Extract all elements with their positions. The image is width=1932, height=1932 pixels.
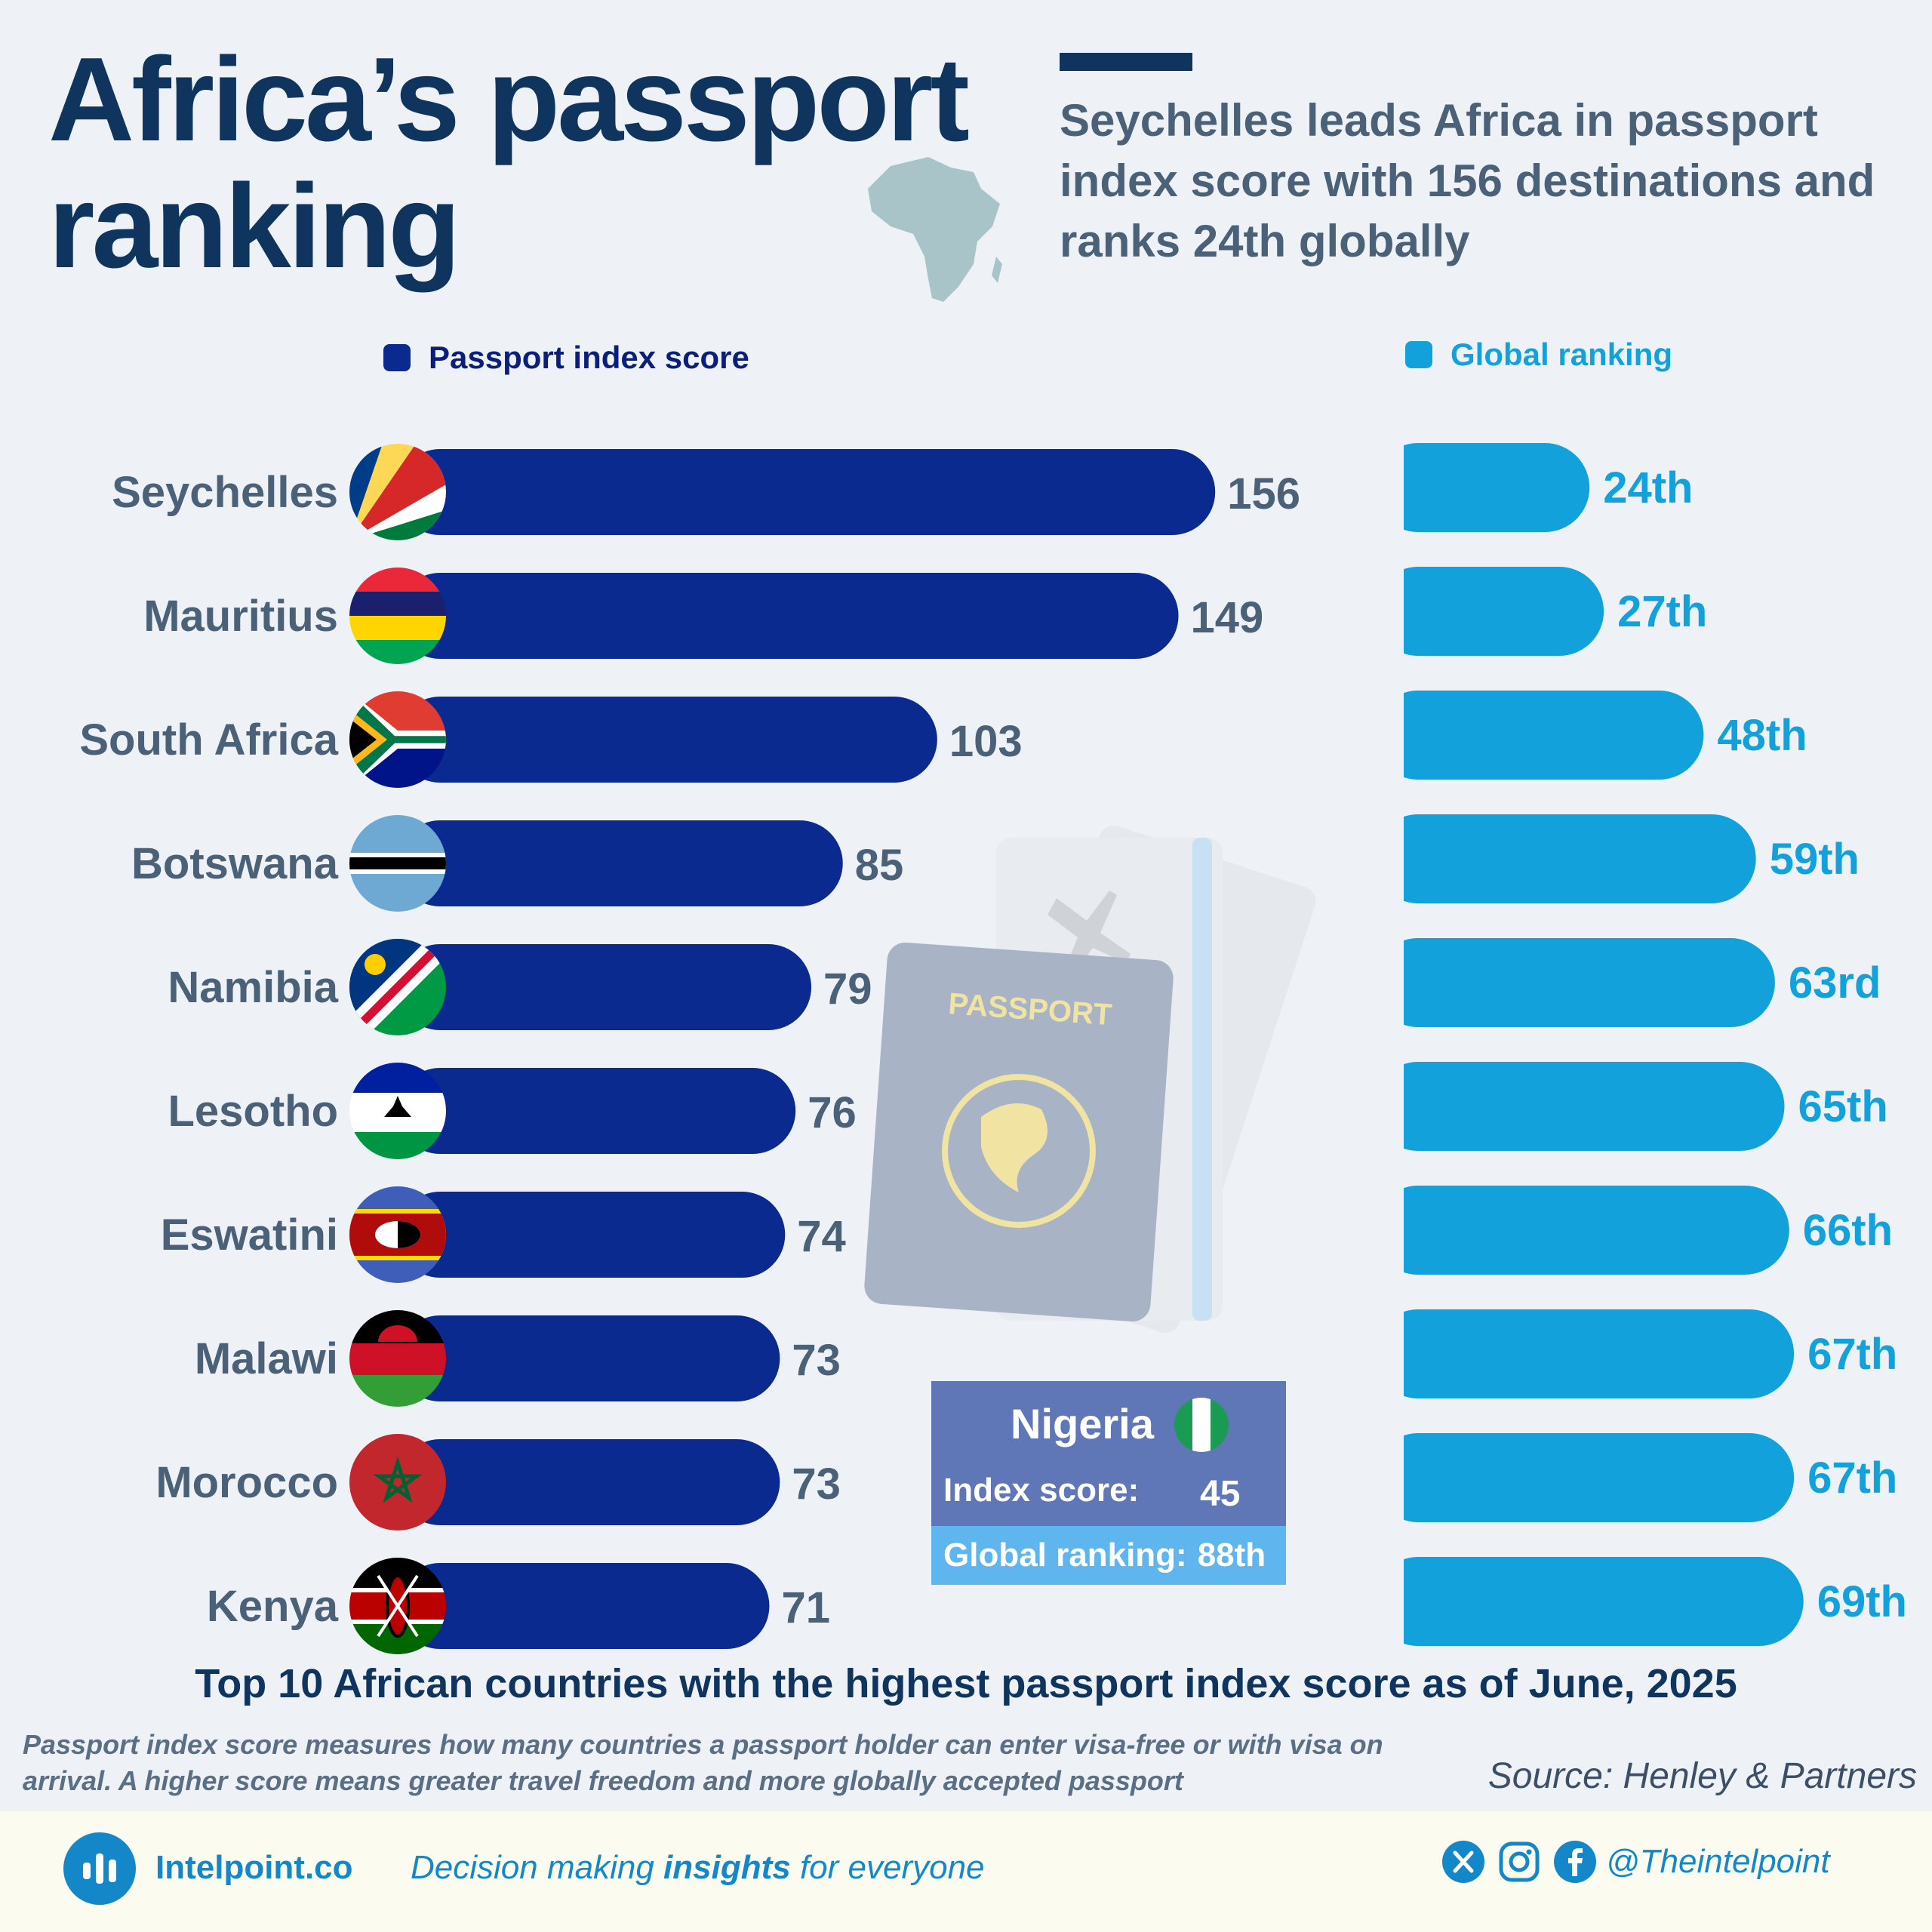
country-label: Mauritius [143,592,338,641]
passport-illustration: PASSPORT [864,826,1316,1333]
score-bar [397,944,812,1030]
tagline-pre: Decision making [411,1849,664,1886]
score-bar [397,697,937,783]
facebook-icon[interactable] [1553,1840,1597,1884]
rank-bar [1374,567,1604,656]
rank-bar [1374,1062,1785,1151]
rank-value-label: 69th [1817,1577,1907,1626]
rank-bar [1374,1557,1804,1646]
country-label: Eswatini [161,1211,338,1260]
legend-passport-score: Passport index score [383,340,749,376]
africa-map-icon [868,157,1002,302]
rank-value-label: 65th [1798,1082,1888,1131]
rank-bar [1374,814,1756,903]
country-label: Lesotho [168,1087,338,1136]
score-bar [397,820,843,906]
score-bar [397,1315,780,1401]
rank-value-label: 27th [1617,587,1707,636]
country-label: Namibia [168,963,338,1012]
score-value-label: 73 [792,1336,841,1385]
legend-swatch-score [383,344,411,371]
country-label: Kenya [207,1582,339,1631]
score-value-label: 71 [781,1583,830,1632]
accent-bar [1060,53,1192,71]
score-value-label: 85 [855,841,904,890]
score-value-label: 73 [792,1460,841,1509]
brand-name[interactable]: Intelpoint.co [155,1849,353,1886]
seychelles-flag-icon [349,444,446,540]
footer-bar [0,1811,1932,1932]
legend-global-ranking: Global ranking [1405,337,1672,373]
rank-bar [1374,443,1590,532]
x-icon[interactable] [1441,1840,1485,1884]
tagline-bold: insights [663,1849,791,1886]
legend-label-score: Passport index score [429,340,749,375]
nigeria-callout: Nigeria Index score: 45 Global ranking: … [931,1381,1286,1585]
eswatini-flag-icon [349,1186,446,1283]
nigeria-flag-icon [1174,1398,1229,1452]
nigeria-rank-value: 88th [1197,1537,1266,1574]
subtitle: Seychelles leads Africa in passport inde… [1060,95,1875,266]
south-africa-flag-icon [349,691,446,788]
score-bar [397,573,1179,659]
score-value-label: 156 [1227,469,1300,518]
rank-value-label: 63rd [1789,958,1881,1008]
score-bar [397,1439,780,1525]
score-bar [397,1068,796,1154]
nigeria-rank-label: Global ranking: [943,1537,1187,1574]
rank-bar [1374,938,1775,1027]
source-credit: Source: Henley & Partners [1487,1756,1917,1796]
nigeria-score-label: Index score: [943,1472,1140,1509]
country-label: Morocco [155,1458,338,1507]
score-bar [397,1192,786,1278]
lesotho-flag-icon [349,1063,446,1159]
score-value-label: 103 [949,717,1023,766]
tagline: Decision making insights for everyone [411,1849,985,1887]
page-title: Africa’s passport ranking [48,33,970,293]
legend-label-rank: Global ranking [1451,337,1673,372]
country-label: Seychelles [112,468,338,517]
score-bar [397,1563,770,1649]
kenya-flag-icon [349,1558,446,1654]
nigeria-callout-top: Nigeria Index score: 45 [931,1381,1286,1526]
methodology-note: Passport index score measures how many c… [23,1729,1383,1796]
rank-value-label: 67th [1807,1454,1897,1503]
rank-value-label: 59th [1770,835,1860,884]
rank-bar [1374,1186,1789,1275]
chart-caption: Top 10 African countries with the highes… [195,1661,1737,1706]
namibia-flag-icon [349,939,446,1035]
rank-bar [1374,691,1704,780]
passport-ranking-chart: Seychelles 156 24th Mauritius 149 27th South A… [79,377,1907,1660]
country-label: Malawi [195,1334,338,1383]
botswana-flag-icon [349,815,446,912]
score-value-label: 79 [823,964,872,1014]
score-value-label: 76 [808,1088,857,1137]
rank-value-label: 66th [1803,1206,1893,1255]
score-value-label: 74 [797,1212,846,1261]
score-bar [397,449,1216,535]
malawi-flag-icon [349,1310,446,1407]
rank-bar-edge-mask [1374,377,1404,1660]
social-handle[interactable]: @Theintelpoint [1606,1843,1830,1880]
morocco-flag-icon [349,1434,446,1531]
intelpoint-logo-icon[interactable] [63,1832,136,1905]
rank-bar [1374,1309,1795,1398]
rank-bar [1374,1433,1795,1522]
country-label: Botswana [131,839,339,888]
legend-swatch-rank [1405,341,1432,368]
rank-value-label: 67th [1807,1330,1897,1379]
rank-value-label: 48th [1717,711,1807,760]
mauritius-flag-icon [349,568,446,664]
instagram-icon[interactable] [1497,1840,1541,1884]
rank-value-label: 24th [1603,463,1693,512]
nigeria-name: Nigeria [1011,1400,1154,1447]
tagline-post: for everyone [790,1849,985,1886]
nigeria-score-value: 45 [1200,1474,1241,1514]
country-label: South Africa [79,715,338,764]
nigeria-callout-bottom: Global ranking: 88th [931,1526,1286,1585]
score-value-label: 149 [1191,593,1264,642]
